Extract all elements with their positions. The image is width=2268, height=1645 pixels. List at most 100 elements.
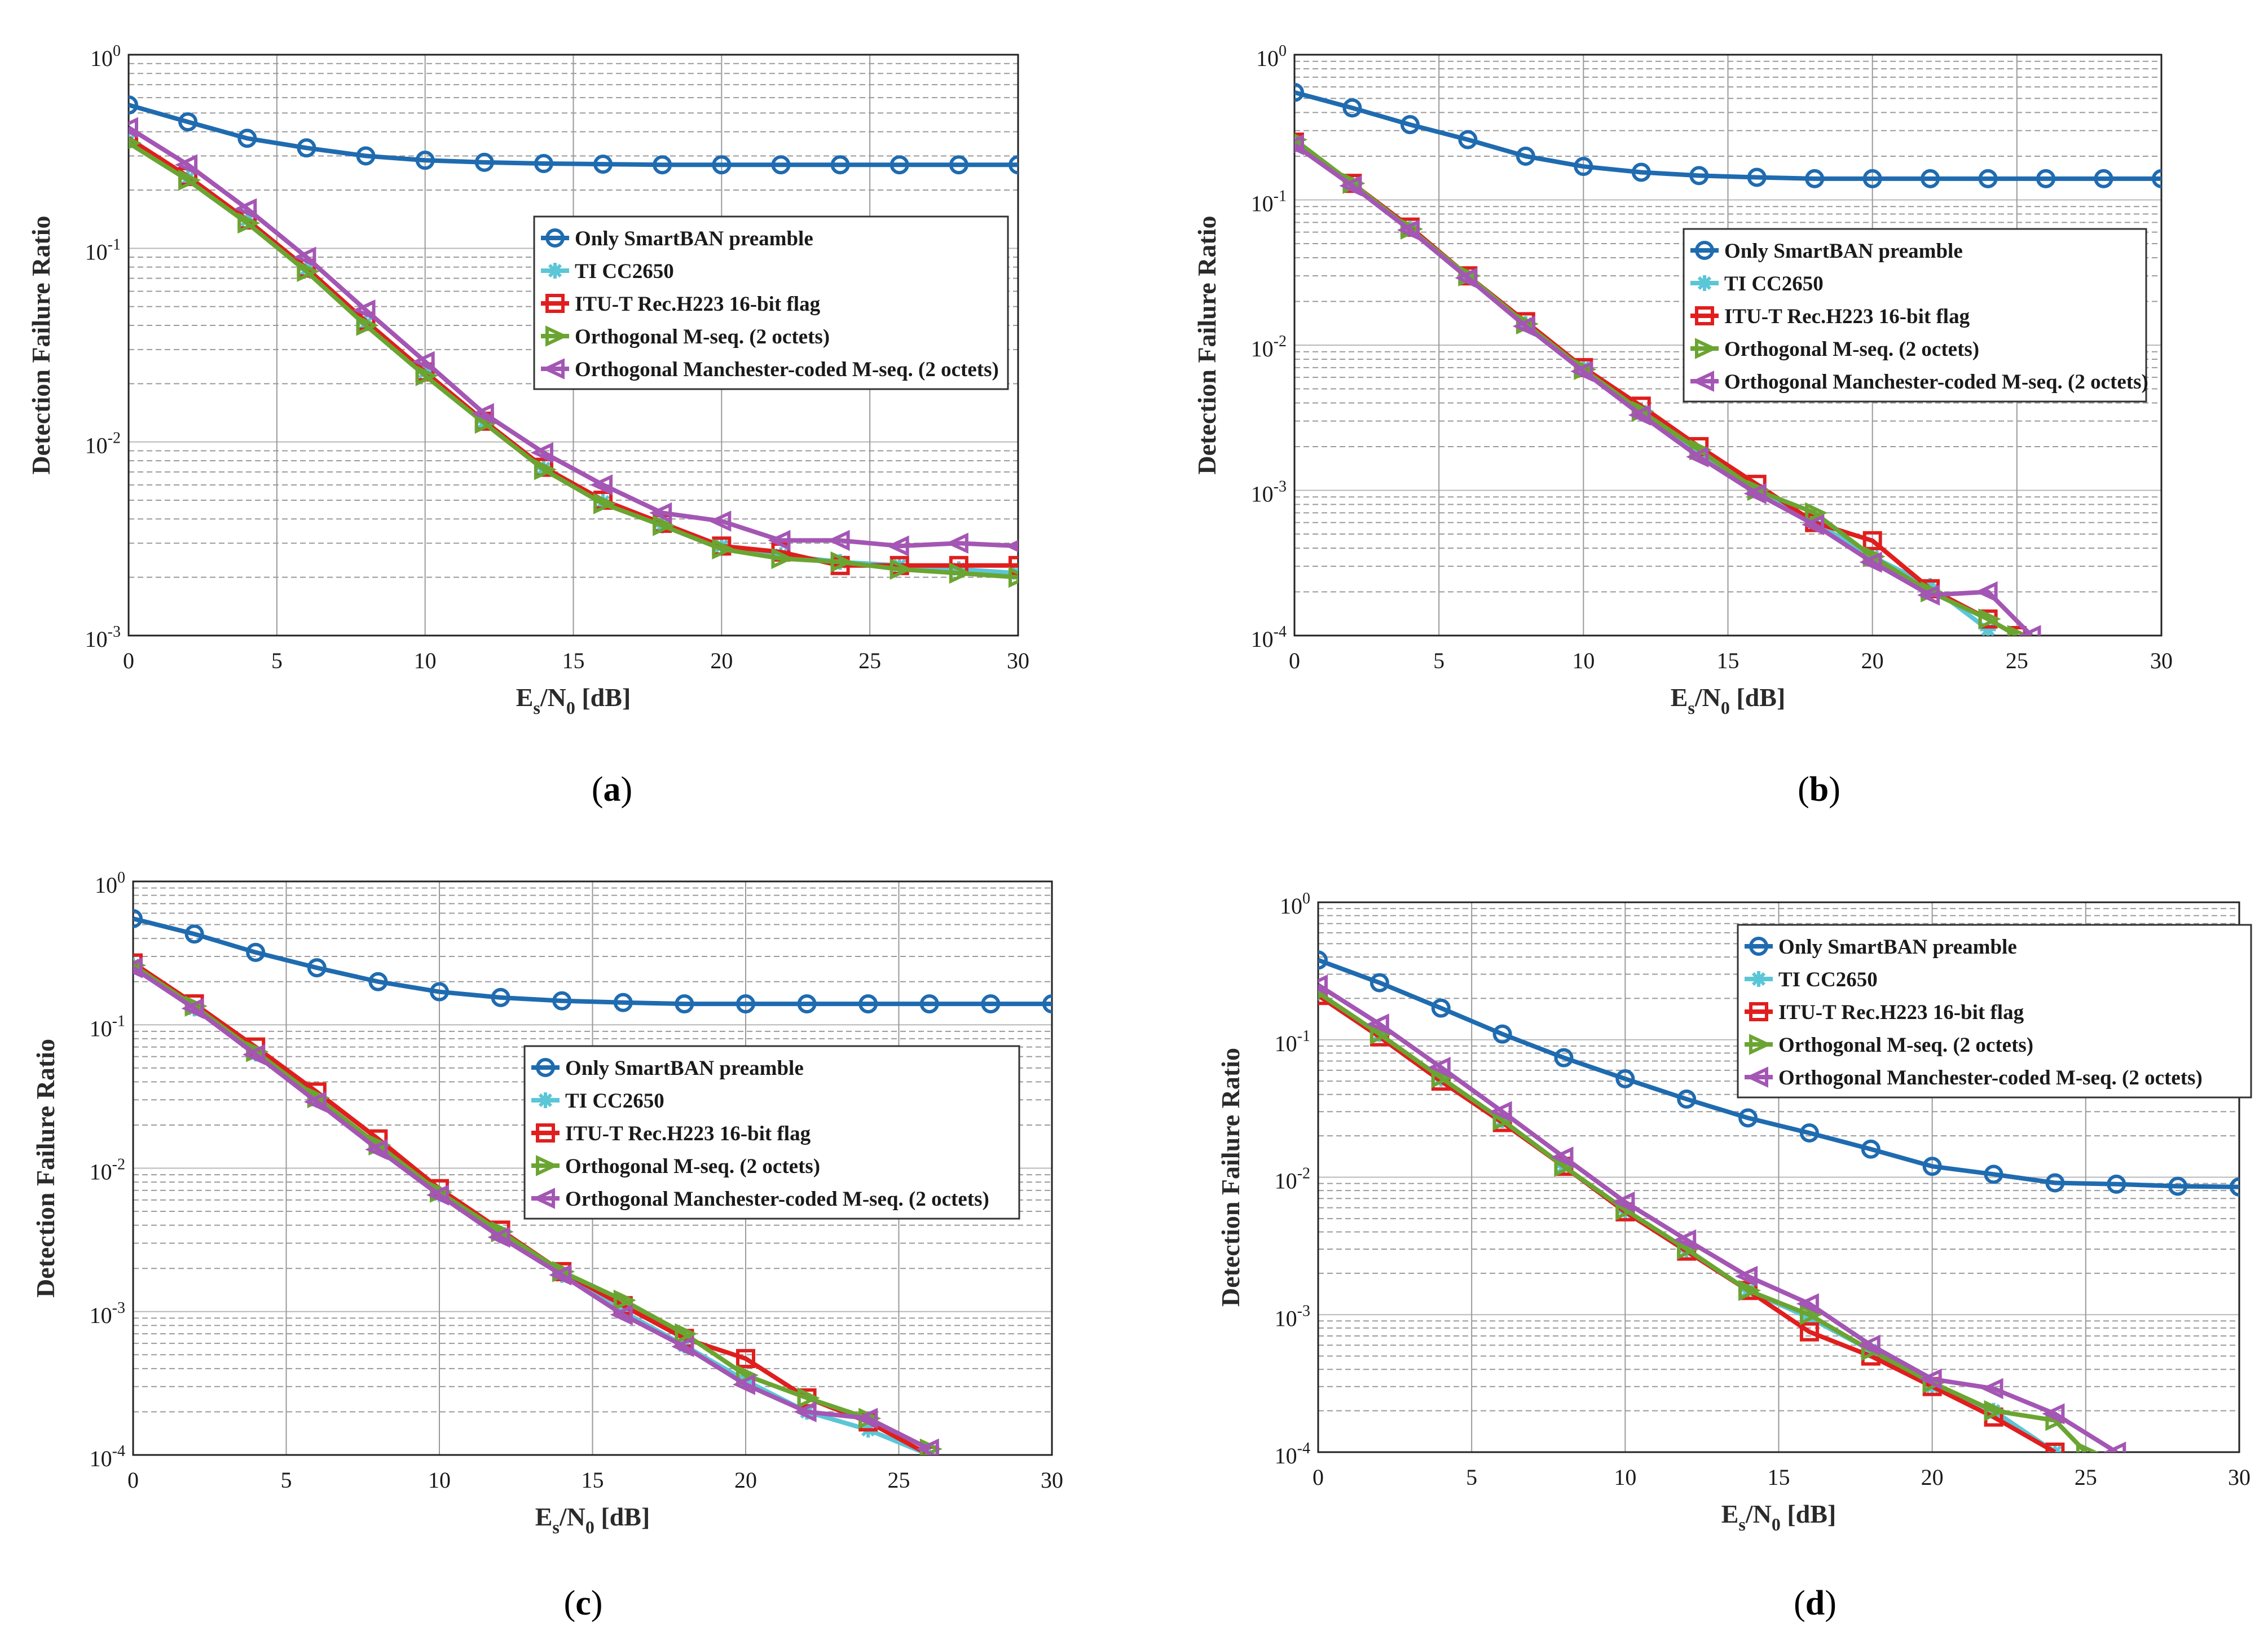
legend-marker: [1749, 937, 1768, 956]
data-point: [415, 151, 435, 170]
y-tick-label: 10-1: [1275, 1027, 1310, 1056]
data-point: [2094, 169, 2113, 188]
legend-marker: [1745, 1066, 1768, 1088]
y-tick-label: 10-3: [1275, 1302, 1310, 1331]
data-point: [1369, 973, 1389, 993]
data-point: [712, 155, 732, 175]
data-point: [827, 530, 850, 552]
series-line-0: [129, 103, 1018, 167]
data-point: [129, 117, 138, 139]
data-point: [353, 299, 376, 321]
legend-marker: [532, 1188, 555, 1209]
legend-entry: TI CC2650: [575, 260, 674, 283]
legend-entry: ITU-T Rec.H223 16-bit flag: [565, 1122, 811, 1145]
y-tick-label: 10-2: [90, 1156, 125, 1185]
data-point: [589, 474, 613, 496]
series-line-0: [1294, 90, 2161, 181]
data-point: [613, 993, 633, 1012]
legend-entry: Orthogonal Manchester-coded M-seq. (2 oc…: [565, 1188, 989, 1211]
data-point: [830, 155, 850, 175]
data-point: [889, 155, 909, 175]
y-tick-label: 100: [1256, 42, 1287, 71]
y-tick-label: 10-4: [1275, 1440, 1310, 1468]
panel-c: 0 5 10 15 20 25 30 10-4 10-3 10-2 10-1 100 Es/N0 [dB…: [31, 869, 1063, 1622]
x-tick-label: 5: [281, 1467, 292, 1493]
data-point: [356, 315, 379, 336]
x-axis-label: Es/N0 [dB]: [516, 683, 631, 718]
data-point: [1489, 1101, 1512, 1122]
legend-entry: Orthogonal M-seq. (2 octets): [1778, 1034, 2033, 1057]
data-point: [552, 991, 572, 1011]
x-tick-label: 30: [1041, 1467, 1063, 1493]
data-point: [1919, 1368, 1942, 1390]
legend-entry: Orthogonal Manchester-coded M-seq. (2 oc…: [1778, 1066, 2203, 1090]
x-tick-label: 15: [1768, 1465, 1790, 1490]
x-tick-label: 5: [1466, 1465, 1477, 1490]
data-point: [1318, 974, 1328, 996]
legend-marker: [536, 1155, 559, 1176]
data-point: [1796, 1293, 1819, 1315]
data-point: [1734, 1265, 1758, 1287]
data-point: [671, 1336, 694, 1357]
data-point: [1738, 1108, 1758, 1128]
x-axis-label: Es/N0 [dB]: [535, 1502, 650, 1537]
y-tick-label: 10-3: [85, 623, 121, 652]
x-tick-label: 30: [2150, 648, 2173, 673]
data-point: [1859, 552, 1882, 573]
data-point: [1492, 1024, 1512, 1044]
legend-entry: TI CC2650: [565, 1090, 664, 1113]
data-point: [830, 551, 853, 573]
legend-marker: [1691, 371, 1714, 392]
data-point: [1862, 169, 1882, 188]
data-point: [246, 942, 266, 962]
y-tick-label: 10-4: [90, 1443, 125, 1471]
legend-box: [523, 1045, 1020, 1220]
data-point: [1747, 167, 1767, 187]
data-point: [243, 1044, 266, 1065]
data-point: [2230, 1177, 2239, 1197]
data-point: [858, 994, 878, 1014]
x-tick-label: 25: [888, 1467, 910, 1493]
y-tick-label: 100: [95, 869, 125, 898]
data-point: [1921, 169, 1940, 188]
data-point: [2045, 1443, 2065, 1452]
x-tick-label: 25: [2006, 648, 2028, 673]
legend-box: [1683, 228, 2147, 403]
legend: Only SmartBAN preamble TI CC2650 ITU-T Rec…: [1683, 228, 2148, 403]
data-point: [1799, 1304, 1823, 1325]
data-point: [1512, 315, 1535, 337]
data-point: [1431, 1067, 1454, 1088]
data-point: [1980, 621, 1996, 636]
data-point: [303, 1091, 327, 1113]
data-point: [1458, 130, 1478, 149]
data-point: [491, 987, 510, 1007]
data-point: [610, 1304, 633, 1326]
x-tick-label: 15: [582, 1467, 604, 1493]
data-point: [1674, 1229, 1697, 1251]
data-point: [797, 1387, 820, 1409]
data-point: [1802, 514, 1825, 536]
data-point: [1574, 157, 1593, 177]
data-point: [1677, 1090, 1697, 1109]
data-point: [2036, 169, 2056, 188]
data-point: [593, 155, 613, 174]
x-axis-label: Es/N0 [dB]: [1721, 1500, 1837, 1534]
plot-frame: [1293, 54, 2163, 637]
data-point: [1009, 555, 1018, 575]
data-point: [530, 442, 553, 464]
data-point: [412, 351, 435, 372]
data-point: [474, 152, 494, 172]
data-point: [1455, 267, 1478, 289]
data-point: [133, 909, 143, 929]
plot-frame: [1317, 901, 2240, 1453]
legend-entry: Orthogonal M-seq. (2 octets): [565, 1155, 820, 1178]
data-point: [133, 957, 143, 978]
data-point: [1628, 404, 1651, 426]
panel-a: 0 5 10 15 20 25 30 10-3 10-2 10-1 100 Es/N0 [dB] Det…: [27, 42, 1029, 809]
data-point: [1428, 1056, 1451, 1078]
data-point: [2168, 1176, 2188, 1196]
legend-marker: [547, 263, 563, 279]
y-tick-label: 10-2: [85, 430, 121, 458]
data-point: [293, 246, 316, 268]
